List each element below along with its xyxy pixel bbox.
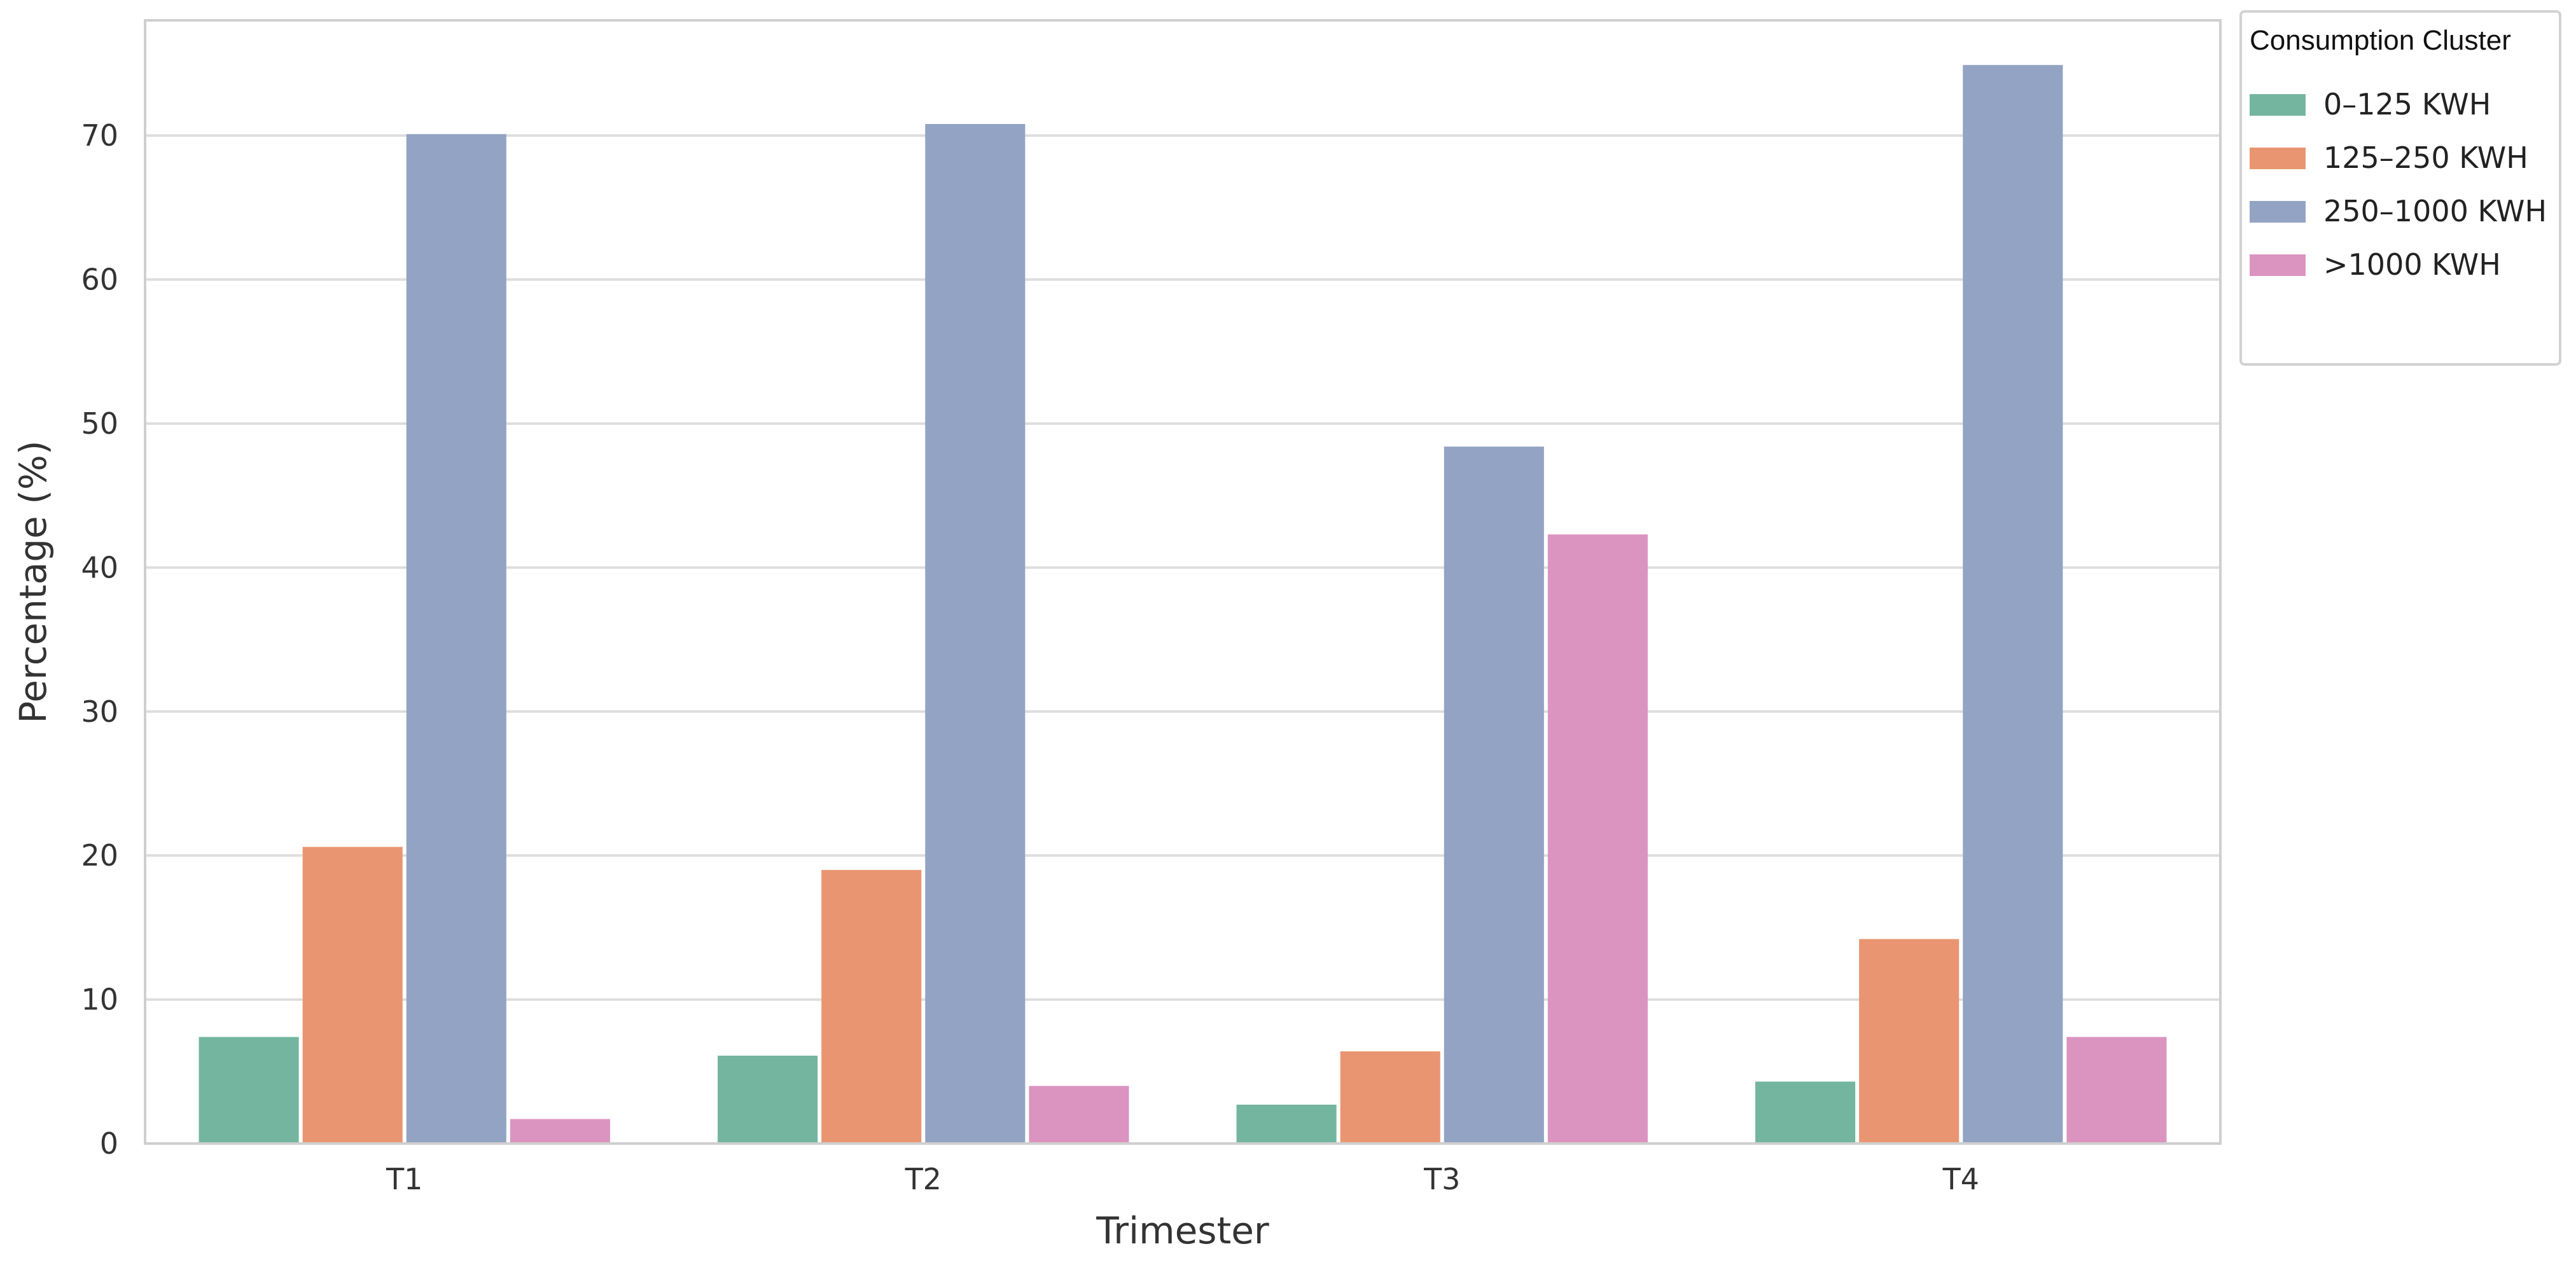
y-axis-ticks: 0 10 20 30 40 50 60 70 bbox=[81, 118, 118, 1161]
x-tick-label: T2 bbox=[905, 1162, 942, 1196]
y-tick-label: 10 bbox=[81, 983, 118, 1017]
bar-t2-series-2 bbox=[821, 869, 922, 1144]
bar-t2-series-4 bbox=[1029, 1086, 1129, 1144]
y-tick-label: 0 bbox=[100, 1126, 118, 1161]
y-tick-label: 20 bbox=[81, 838, 118, 873]
bars bbox=[198, 65, 2167, 1144]
legend-swatch bbox=[2250, 254, 2306, 276]
x-tick-label: T1 bbox=[386, 1162, 422, 1196]
y-tick-label: 30 bbox=[81, 695, 118, 729]
legend-box bbox=[2239, 10, 2561, 366]
bar-t3-series-1 bbox=[1236, 1104, 1337, 1144]
legend-swatch bbox=[2250, 201, 2306, 223]
x-axis-title: Trimester bbox=[1096, 1209, 1269, 1252]
bar-t2-series-3 bbox=[925, 124, 1026, 1144]
y-tick-label: 60 bbox=[81, 263, 118, 297]
bar-t3-series-2 bbox=[1340, 1051, 1440, 1144]
bar-t3-series-3 bbox=[1444, 446, 1544, 1144]
legend-label: 0–125 KWH bbox=[2323, 87, 2491, 121]
legend: Consumption Cluster 0–125 KWH 125–250 KWH… bbox=[2239, 10, 2561, 366]
bar-t4-series-2 bbox=[1859, 939, 1960, 1144]
legend-title: Consumption Cluster bbox=[2250, 25, 2511, 56]
bar-t4-series-3 bbox=[1963, 65, 2063, 1144]
bar-t4-series-1 bbox=[1755, 1081, 1856, 1144]
bar-t1-series-3 bbox=[406, 134, 506, 1144]
plot-frame bbox=[144, 19, 2222, 1145]
x-tick-label: T3 bbox=[1423, 1162, 1460, 1196]
legend-swatch bbox=[2250, 94, 2306, 116]
y-tick-label: 50 bbox=[81, 406, 118, 441]
y-tick-label: 40 bbox=[81, 550, 118, 584]
legend-swatch bbox=[2250, 148, 2306, 169]
legend-label: >1000 KWH bbox=[2323, 247, 2501, 282]
y-axis-title: Percentage (%) bbox=[11, 440, 55, 723]
bar-t3-series-4 bbox=[1547, 534, 1648, 1144]
y-tick-label: 70 bbox=[81, 118, 118, 153]
x-tick-label: T4 bbox=[1942, 1162, 1979, 1196]
bar-t1-series-2 bbox=[302, 847, 403, 1144]
legend-label: 125–250 KWH bbox=[2323, 141, 2528, 175]
bar-t4-series-4 bbox=[2066, 1037, 2167, 1144]
bar-t1-series-4 bbox=[510, 1119, 610, 1144]
bar-t1-series-1 bbox=[198, 1037, 299, 1144]
legend-items: 0–125 KWH 125–250 KWH 250–1000 KWH >1000 KW… bbox=[2250, 87, 2547, 282]
bar-t2-series-1 bbox=[718, 1055, 818, 1144]
legend-label: 250–1000 KWH bbox=[2323, 194, 2547, 228]
x-axis-ticks: T1 T2 T3 T4 bbox=[386, 1162, 1979, 1196]
